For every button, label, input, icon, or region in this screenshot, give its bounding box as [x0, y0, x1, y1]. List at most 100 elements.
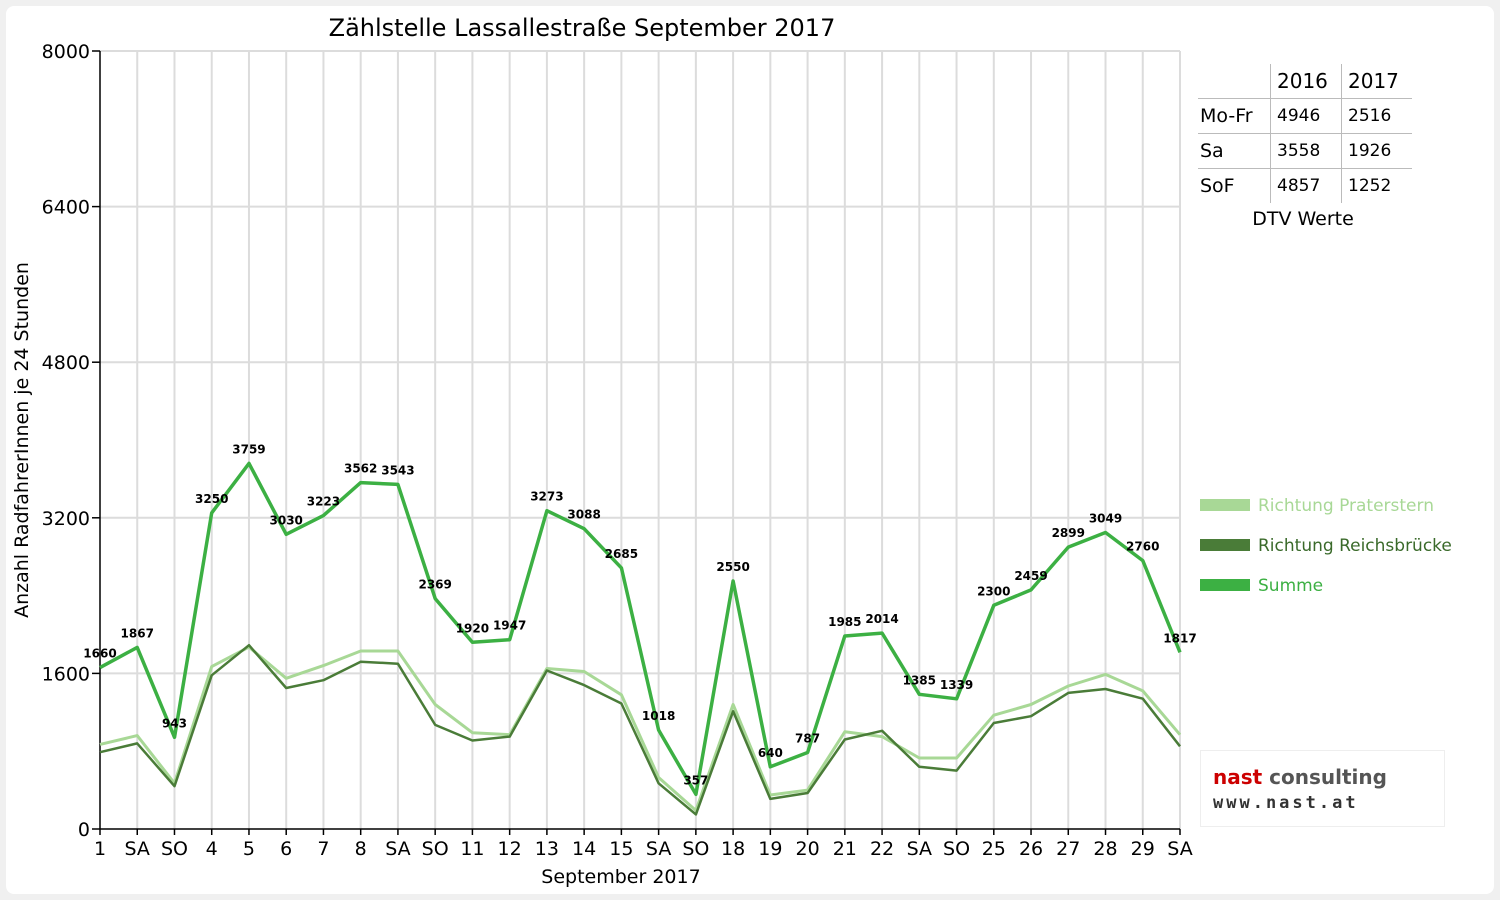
data-label: 640 [758, 746, 783, 760]
dtv-cell: 3558 [1270, 133, 1342, 169]
x-tick-label: SO [943, 838, 970, 860]
legend-label: Richtung Reichsbrücke [1258, 536, 1452, 556]
data-label: 3759 [232, 442, 265, 456]
legend-label: Richtung Praterstern [1258, 496, 1434, 516]
data-label: 2899 [1052, 526, 1085, 540]
data-label: 1867 [121, 626, 154, 640]
series-line-1 [99, 645, 1182, 812]
x-axis-title: September 2017 [541, 866, 700, 888]
y-tick-label: 3200 [42, 508, 90, 530]
data-label: 1985 [828, 615, 861, 629]
data-label: 2300 [977, 584, 1010, 598]
series-line-2 [99, 643, 1181, 816]
logo-name-b: consulting [1262, 765, 1387, 789]
x-tick-label: 14 [572, 838, 596, 860]
dtv-cell: 4857 [1270, 168, 1342, 203]
chart-title: Zählstelle Lassallestraße September 2017 [329, 14, 836, 42]
dtv-caption: DTV Werte [1252, 208, 1354, 230]
x-tick-label: 1 [94, 838, 106, 860]
x-tick-label: SO [682, 838, 709, 860]
logo-url: www.nast.at [1213, 793, 1359, 813]
data-label: 2685 [605, 547, 638, 561]
data-label: 1660 [83, 647, 116, 661]
dtv-cell: Sa [1198, 133, 1271, 169]
x-tick-label: 19 [758, 838, 782, 860]
dtv-header-cell [1198, 64, 1271, 99]
x-tick-label: 4 [206, 838, 218, 860]
legend: Richtung Praterstern Richtung Reichsbrück… [1200, 496, 1452, 596]
data-label: 1817 [1163, 631, 1196, 645]
legend-swatch [1200, 499, 1250, 511]
grid [100, 50, 1181, 829]
x-tick-label: SA [125, 838, 150, 860]
y-axis-title: Anzahl RadfahrerInnen je 24 Stunden [11, 262, 33, 618]
dtv-cell: 1252 [1341, 168, 1412, 203]
data-label: 3223 [307, 495, 340, 509]
y-tick-label: 4800 [42, 352, 90, 374]
axes: 0 1600 3200 4800 6400 8000 1 SA SO 4 5 6 7 8 SA SO 11 12 1… [42, 41, 1193, 860]
series-line-3 [99, 461, 1182, 797]
data-label: 2369 [418, 578, 451, 592]
x-tick-label: 12 [498, 838, 522, 860]
logo-name: nast consulting [1213, 765, 1387, 789]
y-tick-label: 6400 [42, 197, 90, 219]
dtv-cell: 4946 [1270, 98, 1342, 134]
x-tick-label: 20 [795, 838, 819, 860]
dtv-row: SoF 4857 1252 [1198, 168, 1412, 203]
x-tick-label: SA [385, 838, 410, 860]
x-tick-label: 15 [609, 838, 633, 860]
x-tick-label: 22 [870, 838, 894, 860]
x-tick-label: 6 [280, 838, 292, 860]
x-tick-label: 7 [317, 838, 329, 860]
dtv-cell: 1926 [1341, 133, 1412, 169]
x-tick-label: SA [907, 838, 932, 860]
x-tick-label: 11 [460, 838, 484, 860]
y-tick-label: 1600 [42, 663, 90, 685]
data-label: 2459 [1014, 569, 1047, 583]
y-tick-label: 8000 [42, 41, 90, 63]
data-label: 3049 [1089, 511, 1122, 525]
company-logo: nast consulting www.nast.at [1200, 750, 1445, 827]
dtv-row: Sa 3558 1926 [1198, 133, 1412, 169]
data-label: 1920 [456, 621, 489, 635]
x-tick-label: 25 [982, 838, 1006, 860]
x-tick-label: 8 [355, 838, 367, 860]
dtv-header-row: 2016 2017 [1198, 64, 1412, 99]
data-label: 2550 [716, 560, 749, 574]
data-label: 3273 [530, 490, 563, 504]
x-tick-label: 27 [1056, 838, 1080, 860]
data-labels: 1660 1867 943 3250 3759 3030 3223 3562 3543 2369 1… [83, 442, 1196, 787]
series-lines [99, 461, 1182, 816]
x-tick-label: 21 [833, 838, 857, 860]
data-label: 1385 [903, 673, 936, 687]
x-tick-label: SO [161, 838, 188, 860]
logo-name-a: nast [1213, 765, 1263, 789]
dtv-cell: 2516 [1341, 98, 1412, 134]
data-label: 3543 [381, 463, 414, 477]
x-tick-label: 13 [535, 838, 559, 860]
data-label: 1947 [493, 619, 526, 633]
x-tick-label: SO [422, 838, 449, 860]
data-label: 1339 [940, 678, 973, 692]
legend-label: Summe [1258, 576, 1323, 596]
dtv-cell: SoF [1198, 168, 1271, 203]
data-label: 3250 [195, 492, 228, 506]
y-tick-label: 0 [78, 819, 90, 841]
dtv-header-cell: 2017 [1341, 64, 1412, 99]
x-tick-label: 5 [243, 838, 255, 860]
x-tick-label: 29 [1131, 838, 1155, 860]
legend-swatch [1200, 539, 1250, 551]
data-label: 357 [683, 773, 708, 787]
dtv-header-cell: 2016 [1270, 64, 1342, 99]
data-label: 787 [795, 731, 820, 745]
data-label: 2014 [865, 612, 898, 626]
x-tick-label: SA [646, 838, 671, 860]
dtv-table: 2016 2017 Mo-Fr 4946 2516 Sa 3558 1926 S… [1198, 64, 1412, 203]
x-tick-label: 26 [1019, 838, 1043, 860]
legend-swatch [1200, 579, 1250, 591]
x-tick-label: 18 [721, 838, 745, 860]
x-tick-label: SA [1167, 838, 1192, 860]
data-label: 3030 [270, 513, 303, 527]
data-label: 3088 [567, 508, 600, 522]
